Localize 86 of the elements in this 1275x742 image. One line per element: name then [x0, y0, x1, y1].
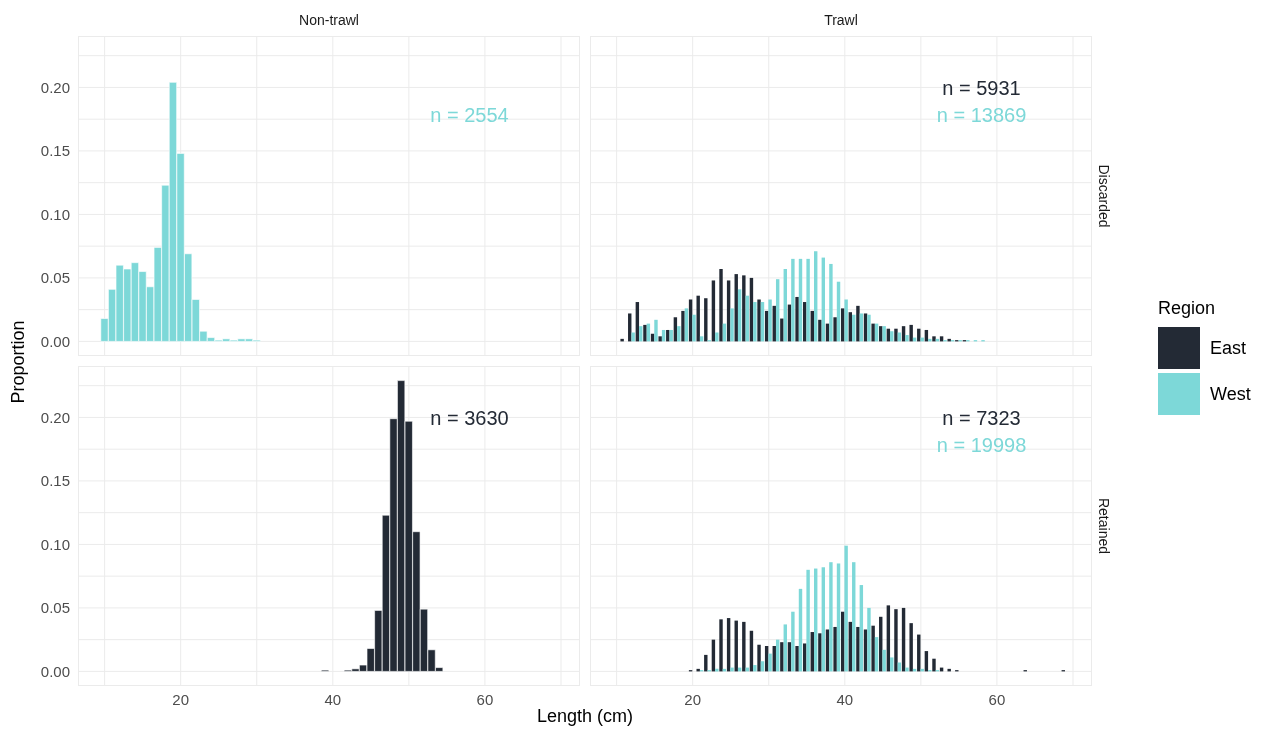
bar [856, 305, 860, 342]
y2-axis-title: Retained [1095, 496, 1113, 556]
bar [871, 323, 875, 342]
x-tick-label: 60 [988, 690, 1006, 708]
legend-label: East [1210, 337, 1247, 359]
bar [719, 269, 723, 342]
bar [795, 296, 799, 342]
bar [920, 337, 924, 342]
bar [730, 308, 734, 342]
bar [856, 626, 860, 672]
bar [833, 317, 837, 342]
bar [932, 658, 936, 672]
bar [704, 654, 708, 672]
x-tick-label: 40 [836, 690, 854, 708]
bar [894, 609, 898, 672]
bar [909, 623, 913, 672]
y-tick-label: 0.05 [40, 599, 70, 617]
chart-title: Non-trawl [298, 12, 360, 28]
annotation: n = 2554 [429, 103, 510, 128]
annotation: n = 13869 [935, 103, 1028, 128]
bar [894, 328, 898, 342]
bar [905, 667, 909, 672]
y-tick-label: 0.15 [40, 142, 70, 160]
bar [742, 275, 746, 342]
y2-axis-title: Discarded [1095, 163, 1113, 230]
y-tick-label: 0.10 [40, 205, 70, 223]
bar [780, 642, 784, 672]
bar [753, 665, 757, 672]
bar [871, 625, 875, 672]
bar [833, 626, 837, 672]
bar [780, 318, 784, 342]
bar [905, 335, 909, 342]
bar [818, 319, 822, 342]
y-tick-label: 0.05 [40, 269, 70, 287]
x-axis-title: Length (cm) [535, 706, 634, 727]
bar [882, 649, 886, 672]
bar [757, 644, 761, 672]
chart-title: Trawl [823, 12, 859, 28]
legend-title: Region [1158, 298, 1217, 319]
x-tick-label: 20 [684, 690, 702, 708]
annotation: n = 5931 [941, 76, 1022, 101]
annotation: n = 19998 [935, 433, 1028, 458]
bar [806, 569, 810, 672]
bar [719, 619, 723, 672]
x-tick-label: 60 [476, 690, 494, 708]
bar [681, 310, 685, 342]
bar [654, 319, 658, 342]
bar [677, 326, 681, 342]
y-tick-label: 0.10 [40, 535, 70, 553]
bar [806, 258, 810, 342]
bar [658, 336, 662, 342]
bar [791, 258, 795, 342]
bar [867, 607, 871, 672]
y-tick-label: 0.15 [40, 472, 70, 490]
bar [844, 299, 848, 342]
bar [715, 332, 719, 342]
bar [753, 302, 757, 342]
bar [643, 324, 647, 342]
bar [757, 299, 761, 342]
bar [696, 295, 700, 342]
bar [932, 336, 936, 342]
x-tick-label: 40 [324, 690, 342, 708]
bar [867, 314, 871, 342]
bar [742, 621, 746, 672]
bar [692, 314, 696, 342]
x-tick-label: 20 [172, 690, 190, 708]
y-tick-label: 0.20 [40, 408, 70, 426]
bar [844, 545, 848, 672]
bar [704, 298, 708, 342]
bar [768, 653, 772, 672]
y-tick-label: 0.00 [40, 662, 70, 680]
bar [631, 332, 635, 342]
annotation: n = 3630 [429, 406, 510, 431]
legend-label: West [1210, 383, 1251, 405]
annotation: n = 7323 [941, 406, 1022, 431]
bar [768, 299, 772, 342]
bar [730, 667, 734, 672]
bar [909, 324, 913, 342]
y-axis-title: Proportion [7, 319, 29, 406]
bar [829, 562, 833, 672]
y-tick-label: 0.00 [40, 332, 70, 350]
bar [818, 633, 822, 672]
y-tick-label: 0.20 [40, 78, 70, 96]
bar [795, 646, 799, 672]
bar [791, 611, 795, 672]
bar [829, 263, 833, 342]
